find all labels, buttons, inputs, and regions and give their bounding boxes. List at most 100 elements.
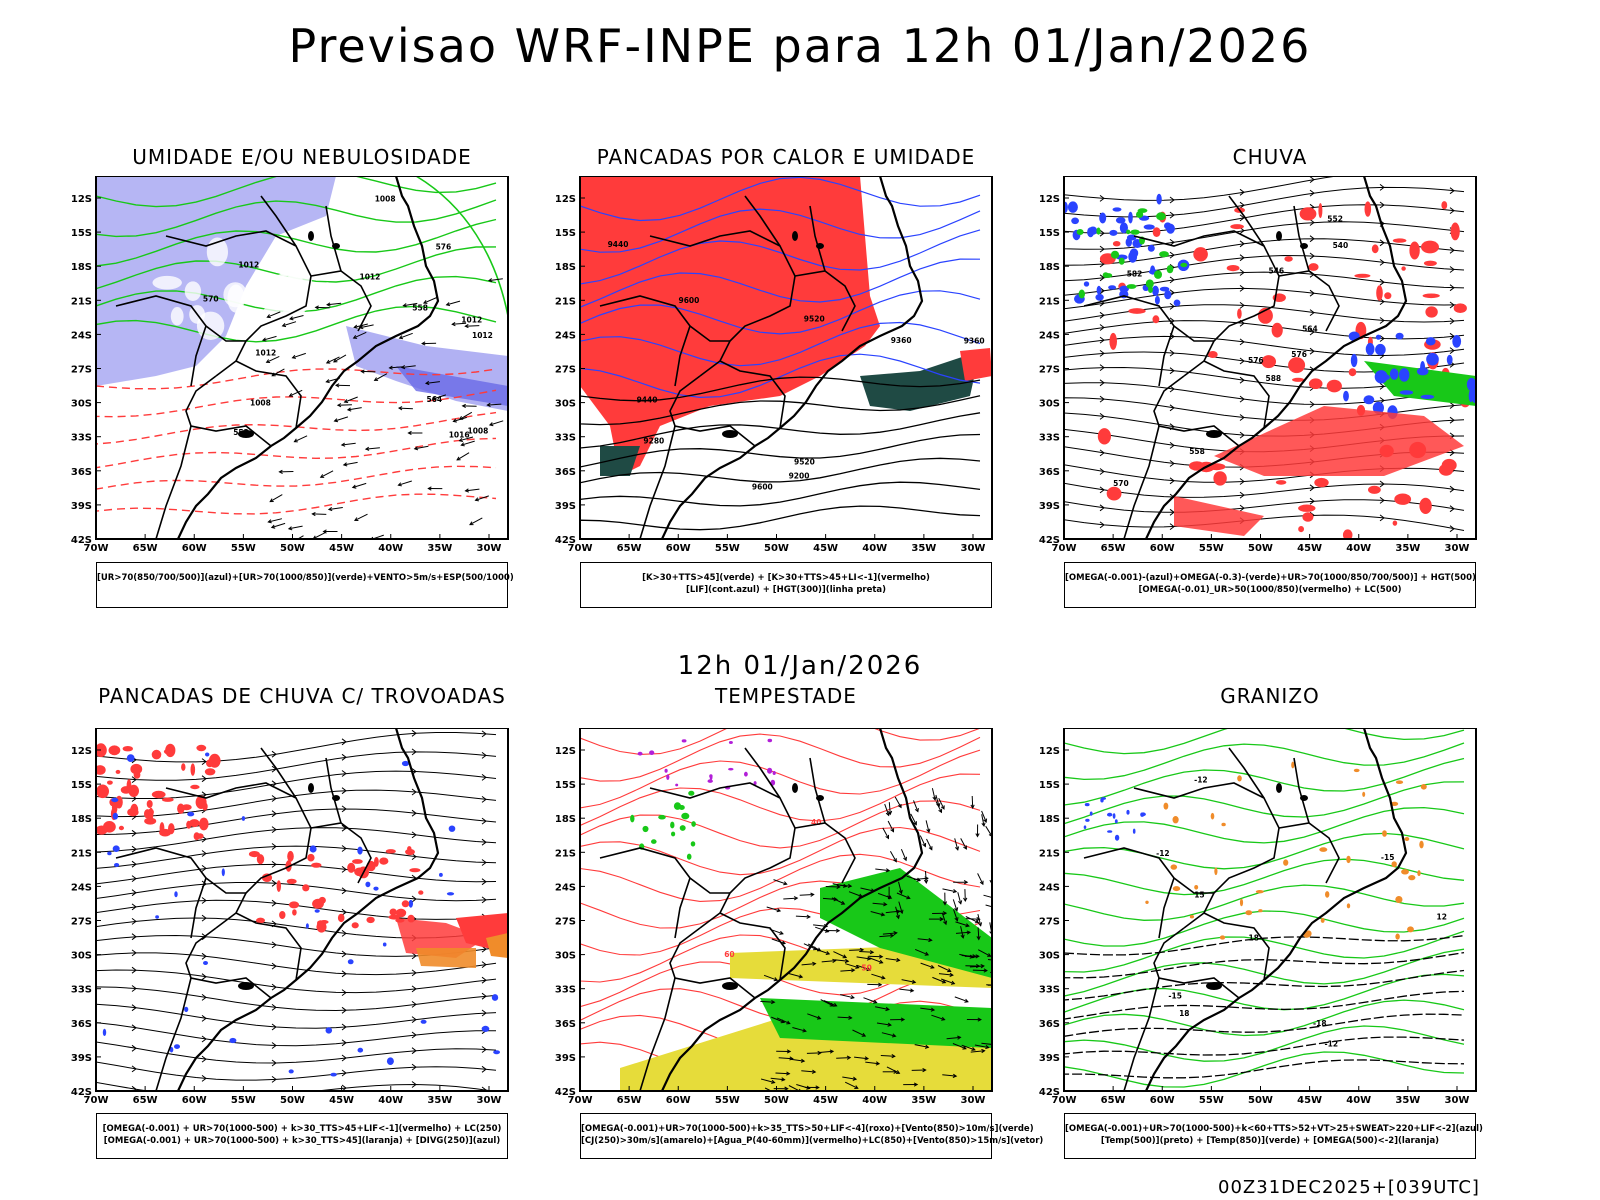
lat-tick-label: 21S bbox=[555, 848, 576, 859]
contour-label: 558 bbox=[412, 304, 428, 313]
lat-tick-label: 42S bbox=[1039, 535, 1060, 546]
contour-label: 564 bbox=[1302, 325, 1318, 334]
map-chuva: 58858257657056455855254654057612S15S18S2… bbox=[1039, 176, 1477, 554]
lat-tick-label: 36S bbox=[71, 1019, 92, 1030]
lon-tick-label: 35W bbox=[1395, 1095, 1420, 1106]
lat-tick-label: 15S bbox=[71, 780, 92, 791]
lat-tick-label: 21S bbox=[1039, 296, 1060, 307]
lon-tick-label: 30W bbox=[477, 1095, 502, 1106]
panel-title-trovoadas: PANCADAS DE CHUVA C/ TROVOADAS bbox=[98, 684, 506, 708]
legend-line: [Temp(500)](preto) + [Temp(850)](verde) … bbox=[1100, 1136, 1440, 1146]
lon-tick-label: 55W bbox=[231, 543, 256, 554]
main-title: Previsao WRF-INPE para 12h 01/Jan/2026 bbox=[288, 19, 1312, 73]
lon-tick-label: 60W bbox=[182, 1095, 207, 1106]
lat-tick-label: 12S bbox=[71, 194, 92, 205]
lon-tick-label: 45W bbox=[813, 543, 838, 554]
lon-tick-label: 70W bbox=[568, 543, 593, 554]
contour-label: 18 bbox=[1249, 934, 1259, 943]
panel-title-pancadas: PANCADAS POR CALOR E UMIDADE bbox=[596, 145, 976, 169]
lat-tick-label: 27S bbox=[555, 365, 576, 376]
legend-tempestade: [OMEGA(-0.001)+UR>70(1000-500)+k>35_TTS>… bbox=[580, 1113, 1044, 1159]
lon-tick-label: 55W bbox=[1199, 1095, 1224, 1106]
lat-tick-label: 30S bbox=[555, 951, 576, 962]
lon-tick-label: 70W bbox=[568, 1095, 593, 1106]
lat-tick-label: 39S bbox=[71, 501, 92, 512]
contour-label: 552 bbox=[1327, 214, 1343, 223]
lat-tick-label: 36S bbox=[555, 1019, 576, 1030]
lon-tick-label: 30W bbox=[961, 1095, 986, 1106]
contour-label: 40 bbox=[811, 818, 821, 827]
lat-tick-label: 39S bbox=[555, 501, 576, 512]
lat-tick-label: 30S bbox=[555, 399, 576, 410]
lon-tick-label: 60W bbox=[666, 1095, 691, 1106]
contour-label: 1016 bbox=[449, 431, 470, 440]
contour-label: 9440 bbox=[608, 240, 629, 249]
panel-title-chuva: CHUVA bbox=[1232, 145, 1308, 169]
lat-tick-label: 24S bbox=[71, 882, 92, 893]
contour-label: -12 bbox=[1156, 849, 1170, 858]
lon-tick-label: 70W bbox=[1052, 543, 1077, 554]
lat-tick-label: 39S bbox=[555, 1053, 576, 1064]
contour-label: 1008 bbox=[250, 398, 271, 407]
lon-tick-label: 45W bbox=[1297, 543, 1322, 554]
lon-tick-label: 45W bbox=[813, 1095, 838, 1106]
lon-tick-label: 65W bbox=[133, 543, 158, 554]
panel-title-tempestade: TEMPESTADE bbox=[715, 684, 857, 708]
contour-label: 1012 bbox=[472, 331, 493, 340]
map-pancadas: 9600 9520 9520 9440 9360 9280 9200 9440 9360 9600… bbox=[555, 176, 993, 554]
lon-tick-label: 45W bbox=[329, 543, 354, 554]
lon-tick-label: 65W bbox=[1101, 543, 1126, 554]
legend-pancadas: [K>30+TTS>45](verde) + [K>30+TTS>45+LI<-… bbox=[580, 562, 992, 608]
contour-label: 12 bbox=[1437, 912, 1447, 921]
lat-tick-label: 12S bbox=[555, 194, 576, 205]
lat-tick-label: 21S bbox=[555, 296, 576, 307]
contour-label: 18 bbox=[1179, 1009, 1189, 1018]
lat-tick-label: 27S bbox=[71, 365, 92, 376]
lat-tick-label: 24S bbox=[555, 882, 576, 893]
lat-tick-label: 15S bbox=[1039, 228, 1060, 239]
lat-tick-label: 33S bbox=[1039, 433, 1060, 444]
contour-label: -12 bbox=[1325, 1040, 1339, 1049]
lat-tick-label: 33S bbox=[1039, 985, 1060, 996]
lon-tick-label: 30W bbox=[1445, 1095, 1470, 1106]
lon-tick-label: 35W bbox=[1395, 543, 1420, 554]
lon-tick-label: 40W bbox=[862, 543, 887, 554]
panel-title-umidade: UMIDADE E/OU NEBULOSIDADE bbox=[132, 145, 472, 169]
legend-umidade: [UR>70(850/700/500)](azul)+[UR>70(1000/8… bbox=[96, 562, 514, 608]
lat-tick-label: 36S bbox=[555, 467, 576, 478]
lon-tick-label: 50W bbox=[1248, 1095, 1273, 1106]
contour-label: -15 bbox=[1381, 853, 1395, 862]
forecast-run-stamp: 00Z31DEC2025+[039UTC] bbox=[1218, 1177, 1480, 1198]
lat-tick-label: 12S bbox=[555, 746, 576, 757]
contour-label: 1008 bbox=[468, 426, 489, 435]
lon-tick-label: 40W bbox=[862, 1095, 887, 1106]
contour-label: 9280 bbox=[643, 437, 664, 446]
legend-chuva: [OMEGA(-0.001)-(azul)+OMEGA(-0.3)-(verde… bbox=[1064, 562, 1476, 608]
lat-tick-label: 24S bbox=[555, 330, 576, 341]
lat-tick-label: 18S bbox=[71, 814, 92, 825]
contour-label: -15 bbox=[1168, 992, 1182, 1001]
lat-tick-label: 30S bbox=[71, 951, 92, 962]
lat-tick-label: 15S bbox=[555, 780, 576, 791]
lat-tick-label: 42S bbox=[555, 1087, 576, 1098]
legend-granizo: [OMEGA(-0.001)+UR>70(1000-500)+k<60+TTS>… bbox=[1064, 1113, 1483, 1159]
contour-label: 9360 bbox=[891, 336, 912, 345]
contour-label: 9520 bbox=[794, 458, 815, 467]
lat-tick-label: 24S bbox=[1039, 330, 1060, 341]
contour-label: 570 bbox=[203, 295, 219, 304]
lon-tick-label: 40W bbox=[378, 1095, 403, 1106]
contour-label: 9600 bbox=[679, 296, 700, 305]
lat-tick-label: 42S bbox=[555, 535, 576, 546]
contour-label: 558 bbox=[1189, 447, 1205, 456]
contour-label: 9600 bbox=[752, 482, 773, 491]
lat-tick-label: 21S bbox=[71, 296, 92, 307]
contour-label: 9440 bbox=[637, 396, 658, 405]
contour-label: 576 bbox=[1248, 356, 1264, 365]
lon-tick-label: 70W bbox=[84, 543, 109, 554]
contour-label: -12 bbox=[1194, 775, 1208, 784]
lon-tick-label: 65W bbox=[617, 1095, 642, 1106]
legend-line: [CJ(250)>30m/s](amarelo)+[Agua_P(40-60mm… bbox=[581, 1136, 1044, 1146]
contour-label: 9200 bbox=[789, 471, 810, 480]
lat-tick-label: 39S bbox=[1039, 1053, 1060, 1064]
lon-tick-label: 60W bbox=[1150, 543, 1175, 554]
